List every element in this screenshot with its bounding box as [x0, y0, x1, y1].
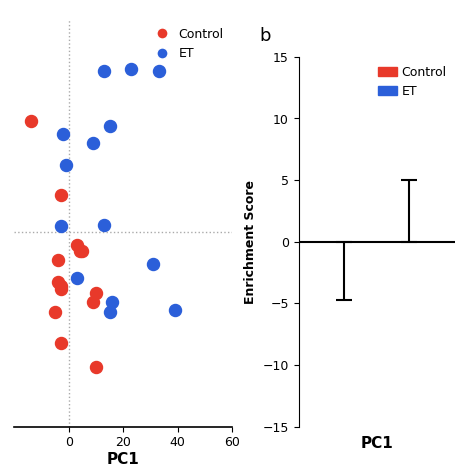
Control: [27, 117, 34, 125]
ET: [109, 299, 116, 306]
Control: [54, 256, 62, 264]
Text: b: b: [259, 27, 271, 46]
Y-axis label: Enrichment Score: Enrichment Score: [244, 180, 257, 304]
Control: [57, 339, 64, 347]
ET: [106, 308, 113, 316]
ET: [57, 223, 64, 230]
Legend: Control, ET: Control, ET: [147, 25, 226, 63]
X-axis label: PC1: PC1: [107, 452, 140, 467]
Control: [57, 286, 64, 293]
Control: [57, 191, 64, 199]
ET: [59, 130, 67, 137]
ET: [100, 67, 108, 74]
ET: [90, 139, 97, 147]
ET: [106, 123, 113, 130]
Control: [54, 278, 62, 286]
Control: [76, 247, 83, 255]
ET: [62, 162, 70, 169]
Control: [57, 282, 64, 290]
ET: [149, 260, 157, 267]
Control: [90, 299, 97, 306]
ET: [171, 306, 179, 314]
Legend: Control, ET: Control, ET: [375, 63, 449, 100]
Control: [73, 241, 81, 249]
ET: [155, 67, 163, 74]
ET: [100, 221, 108, 228]
Control: [92, 364, 100, 371]
Control: [79, 247, 86, 255]
Control: [51, 308, 59, 316]
Control: [92, 290, 100, 297]
ET: [128, 65, 135, 73]
ET: [73, 274, 81, 282]
